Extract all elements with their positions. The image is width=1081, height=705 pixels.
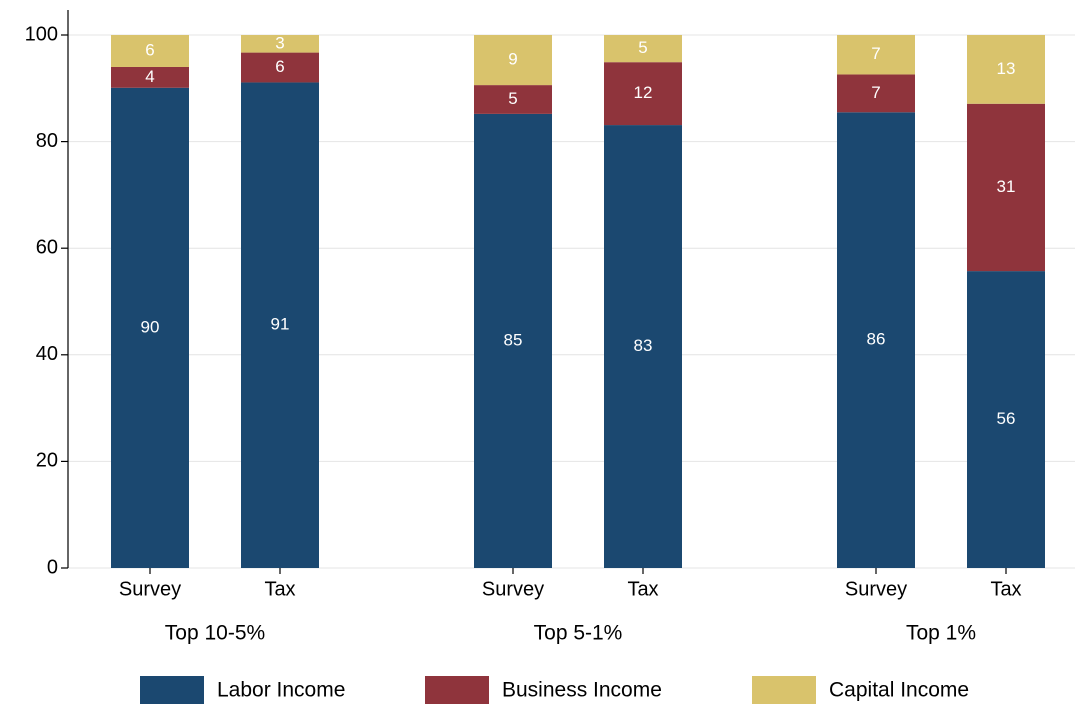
y-tick-label: 60 — [36, 236, 58, 258]
value-label: 3 — [275, 33, 284, 52]
bar-segment — [241, 52, 319, 83]
bar-segment — [604, 125, 682, 569]
legend-label: Capital Income — [829, 679, 969, 702]
group-label: Top 10-5% — [165, 622, 265, 645]
bar-segment — [967, 103, 1045, 272]
bar-segment — [837, 35, 915, 75]
bar-segment — [241, 35, 319, 53]
x-tick-label: Survey — [845, 578, 907, 600]
bar-segment — [474, 35, 552, 86]
x-tick-label: Tax — [264, 578, 295, 600]
value-label: 6 — [145, 40, 154, 59]
bar-segment — [967, 271, 1045, 568]
value-label: 5 — [508, 89, 517, 108]
value-label: 86 — [867, 330, 886, 349]
value-label: 9 — [508, 50, 517, 69]
value-label: 12 — [634, 83, 653, 102]
value-label: 7 — [871, 83, 880, 102]
x-tick-label: Survey — [482, 578, 544, 600]
bar-segment — [241, 82, 319, 568]
bar-segment — [837, 74, 915, 113]
value-label: 6 — [275, 57, 284, 76]
bar-segment — [604, 35, 682, 63]
value-label: 5 — [638, 38, 647, 57]
x-tick-label: Tax — [627, 578, 658, 600]
y-tick-label: 40 — [36, 343, 58, 365]
legend-swatch — [752, 676, 816, 704]
bar-segment — [474, 85, 552, 114]
bar-segment — [474, 113, 552, 568]
y-tick-label: 0 — [47, 556, 58, 578]
legend-label: Business Income — [502, 679, 662, 702]
bar-segment — [111, 87, 189, 568]
x-tick-label: Survey — [119, 578, 181, 600]
value-label: 90 — [141, 317, 160, 336]
legend-swatch — [140, 676, 204, 704]
value-label: 91 — [271, 315, 290, 334]
value-label: 13 — [997, 59, 1016, 78]
legend-swatch — [425, 676, 489, 704]
value-label: 4 — [145, 67, 154, 86]
bar-segment — [111, 35, 189, 67]
bar-segment — [837, 112, 915, 568]
group-label: Top 5-1% — [534, 622, 623, 645]
y-tick-label: 20 — [36, 450, 58, 472]
value-label: 31 — [997, 177, 1016, 196]
y-tick-label: 80 — [36, 130, 58, 152]
value-label: 83 — [634, 336, 653, 355]
value-label: 85 — [504, 330, 523, 349]
bar-segment — [111, 66, 189, 88]
group-label: Top 1% — [906, 622, 976, 645]
x-tick-label: Tax — [990, 578, 1021, 600]
value-label: 56 — [997, 409, 1016, 428]
legend-label: Labor Income — [217, 679, 345, 702]
bar-segment — [604, 62, 682, 126]
y-tick-label: 100 — [25, 23, 58, 45]
value-label: 7 — [871, 44, 880, 63]
bar-segment — [967, 35, 1045, 104]
